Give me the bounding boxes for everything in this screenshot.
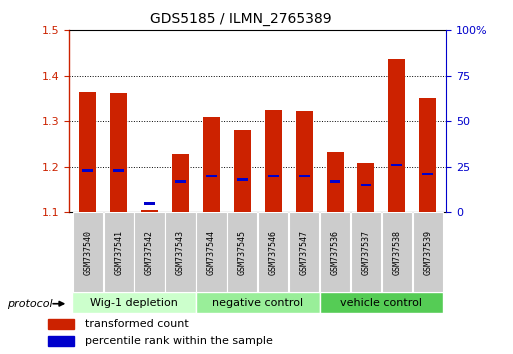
Bar [165,212,195,292]
Bar [289,212,319,292]
Text: percentile rank within the sample: percentile rank within the sample [85,336,273,346]
Bar [72,292,196,313]
Text: GSM737546: GSM737546 [269,230,278,275]
Bar [113,169,124,172]
Bar [48,336,74,346]
Bar [83,169,93,172]
Bar [382,212,412,292]
Bar [419,98,436,212]
Bar [141,210,158,212]
Text: GSM737547: GSM737547 [300,230,309,275]
Bar [110,92,127,212]
Bar [73,212,103,292]
Bar [265,110,282,212]
Text: GSM737542: GSM737542 [145,230,154,275]
Text: GSM737538: GSM737538 [392,230,401,275]
Text: GSM737541: GSM737541 [114,230,123,275]
Text: GSM737543: GSM737543 [176,230,185,275]
Bar [422,173,433,176]
Bar [358,163,374,212]
Text: GSM737536: GSM737536 [330,230,340,275]
Bar [330,180,341,183]
Bar [196,292,320,313]
Bar [299,175,309,177]
Bar [391,164,402,166]
Bar [412,212,443,292]
Text: Wig-1 depletion: Wig-1 depletion [90,298,178,308]
Bar [361,184,371,187]
Bar [196,212,227,292]
Bar [295,111,312,212]
Bar [268,175,279,177]
Text: vehicle control: vehicle control [341,298,422,308]
Bar [80,92,96,212]
Bar [388,59,405,212]
Bar [237,178,248,181]
Bar [258,212,288,292]
Bar [175,180,186,183]
Text: GSM737539: GSM737539 [423,230,432,275]
Bar [48,319,74,329]
Text: GSM737537: GSM737537 [362,230,370,275]
Bar [104,212,134,292]
Text: negative control: negative control [212,298,303,308]
Bar [320,292,443,313]
Bar [144,202,155,205]
Text: GSM737544: GSM737544 [207,230,216,275]
Text: GDS5185 / ILMN_2765389: GDS5185 / ILMN_2765389 [150,12,332,27]
Bar [227,212,258,292]
Bar [206,175,217,177]
Text: protocol: protocol [7,299,52,309]
Bar [134,212,165,292]
Text: transformed count: transformed count [85,319,189,330]
Bar [351,212,381,292]
Text: GSM737545: GSM737545 [238,230,247,275]
Bar [234,130,251,212]
Bar [327,152,344,212]
Bar [172,154,189,212]
Bar [203,117,220,212]
Text: GSM737540: GSM737540 [83,230,92,275]
Bar [320,212,350,292]
